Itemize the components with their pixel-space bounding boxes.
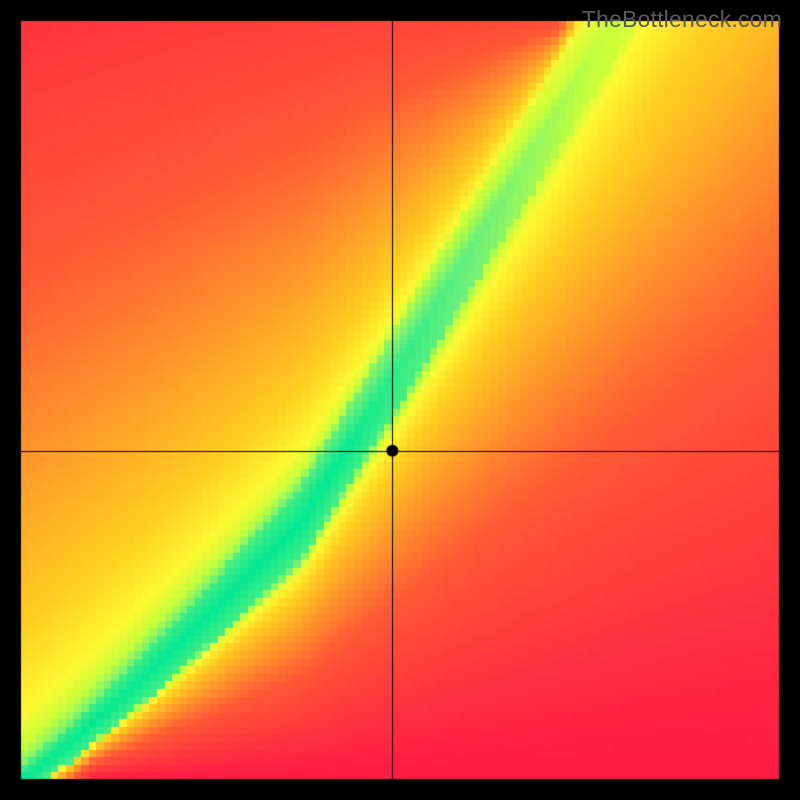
watermark-text: TheBottleneck.com [582, 6, 782, 33]
bottleneck-heatmap [0, 0, 800, 800]
chart-container: TheBottleneck.com [0, 0, 800, 800]
